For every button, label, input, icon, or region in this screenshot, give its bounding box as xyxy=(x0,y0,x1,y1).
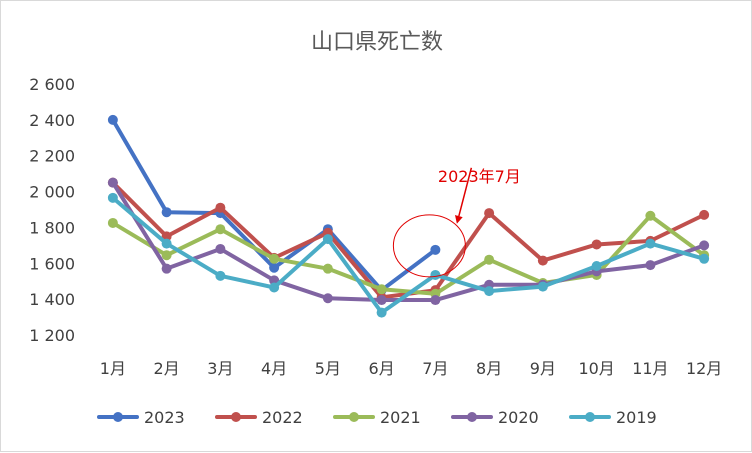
data-point xyxy=(537,281,548,292)
legend-item-2021: 2021 xyxy=(333,408,421,427)
x-tick-label: 4月 xyxy=(261,359,287,378)
y-tick-label: 2 600 xyxy=(29,75,75,94)
data-point xyxy=(699,240,710,251)
data-point xyxy=(591,239,602,250)
x-tick-label: 9月 xyxy=(530,359,556,378)
data-point xyxy=(215,202,226,213)
x-tick-label: 3月 xyxy=(207,359,233,378)
legend-swatch-marker xyxy=(231,412,241,422)
x-tick-label: 2月 xyxy=(154,359,180,378)
legend-swatch-marker xyxy=(349,412,359,422)
data-point xyxy=(107,217,118,228)
legend-label: 2020 xyxy=(498,408,539,427)
data-point xyxy=(161,238,172,249)
data-point xyxy=(269,262,280,273)
data-point xyxy=(322,263,333,274)
series-2019 xyxy=(107,192,710,318)
data-point xyxy=(484,254,495,265)
data-point xyxy=(161,263,172,274)
series-2020 xyxy=(107,177,710,306)
series-line xyxy=(110,195,707,315)
series-group xyxy=(107,114,710,318)
annotation-arrow xyxy=(455,167,473,224)
data-point xyxy=(645,260,656,271)
data-point xyxy=(322,234,333,245)
annotation-label: 2023年7月 xyxy=(438,167,521,186)
y-tick-label: 1 400 xyxy=(29,290,75,309)
data-point xyxy=(484,286,495,297)
legend-label: 2022 xyxy=(262,408,303,427)
series-2023 xyxy=(107,114,441,296)
data-point xyxy=(161,250,172,261)
x-tick-label: 7月 xyxy=(422,359,448,378)
data-point xyxy=(322,293,333,304)
legend-swatch-marker xyxy=(467,412,477,422)
x-tick-label: 6月 xyxy=(369,359,395,378)
data-point xyxy=(215,243,226,254)
data-point xyxy=(376,295,387,306)
data-point xyxy=(430,269,441,280)
legend-item-2019: 2019 xyxy=(569,408,657,427)
data-point xyxy=(376,284,387,295)
data-point xyxy=(107,114,118,125)
data-point xyxy=(269,253,280,264)
data-point xyxy=(215,224,226,235)
annotation-circle xyxy=(392,214,466,278)
data-point xyxy=(537,255,548,266)
x-tick-label: 8月 xyxy=(476,359,502,378)
legend-label: 2021 xyxy=(380,408,421,427)
x-tick-label: 12月 xyxy=(686,359,722,378)
legend-item-2020: 2020 xyxy=(451,408,539,427)
legend-swatch-marker xyxy=(585,412,595,422)
legend-item-2022: 2022 xyxy=(215,408,303,427)
y-tick-label: 2 200 xyxy=(29,147,75,166)
y-tick-label: 1 600 xyxy=(29,254,75,273)
data-point xyxy=(645,210,656,221)
data-point xyxy=(699,209,710,220)
data-point xyxy=(699,253,710,264)
series-line xyxy=(110,180,707,303)
legend: 2023 2022 2021 2020 2019 xyxy=(97,408,657,427)
data-point xyxy=(215,270,226,281)
x-tick-label: 5月 xyxy=(315,359,341,378)
data-point xyxy=(430,244,441,255)
y-axis: 1 200 1 400 1 600 1 800 2 000 2 200 2 400 2 600 xyxy=(29,75,75,345)
x-tick-label: 11月 xyxy=(632,359,668,378)
data-point xyxy=(269,282,280,293)
data-point xyxy=(484,208,495,219)
y-tick-label: 2 000 xyxy=(29,183,75,202)
data-point xyxy=(107,192,118,203)
legend-item-2023: 2023 xyxy=(97,408,185,427)
y-tick-label: 2 400 xyxy=(29,111,75,130)
y-tick-label: 1 200 xyxy=(29,326,75,345)
x-tick-label: 10月 xyxy=(578,359,614,378)
data-point xyxy=(645,238,656,249)
x-axis: 1月 2月 3月 4月 5月 6月 7月 8月 9月 10月 11月 12月 xyxy=(100,359,723,378)
data-point xyxy=(591,260,602,271)
data-point xyxy=(107,177,118,188)
legend-label: 2023 xyxy=(144,408,185,427)
data-point xyxy=(430,295,441,306)
data-point xyxy=(161,207,172,218)
annotation-group: 2023年7月 xyxy=(392,167,521,278)
y-tick-label: 1 800 xyxy=(29,218,75,237)
legend-swatch-marker xyxy=(113,412,123,422)
x-tick-label: 1月 xyxy=(100,359,126,378)
legend-label: 2019 xyxy=(616,408,657,427)
data-point xyxy=(376,307,387,318)
chart-title: 山口県死亡数 xyxy=(311,30,443,55)
